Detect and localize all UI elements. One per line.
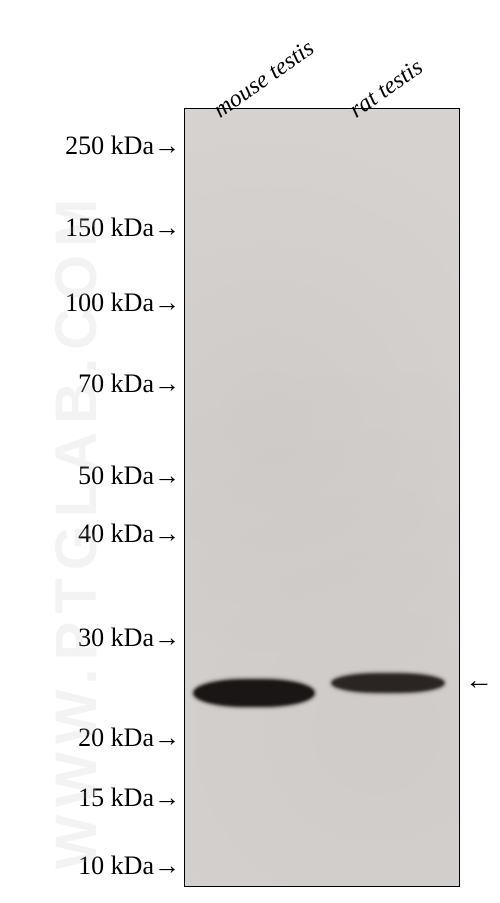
- watermark: WWW.PTGLAB.COM: [43, 190, 110, 869]
- mw-label: 250 kDa→: [40, 131, 180, 161]
- blot-membrane: [184, 108, 460, 887]
- western-blot-figure: mouse testis rat testis 250 kDa→ 150 kDa…: [0, 0, 500, 903]
- blot-band: [332, 674, 444, 692]
- blot-band: [194, 680, 314, 706]
- band-indicator-arrow: ←: [465, 664, 493, 696]
